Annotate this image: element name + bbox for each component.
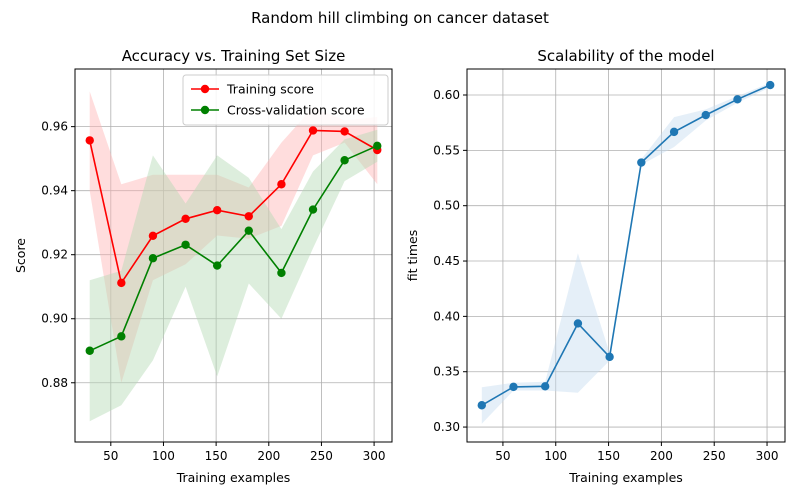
scalability-axes-frame — [466, 68, 786, 443]
scalability-y-tick-label: 0.30 — [433, 420, 460, 434]
accuracy-point — [85, 346, 94, 355]
accuracy-y-tick-label: 0.96 — [41, 120, 68, 134]
accuracy-y-tick-label: 0.88 — [41, 376, 68, 390]
scalability-point — [637, 158, 646, 167]
accuracy-series-line-0 — [88, 129, 378, 285]
accuracy-point — [212, 261, 222, 270]
accuracy-point — [181, 240, 190, 249]
scalability-series-line-0 — [481, 84, 771, 406]
accuracy-series-line-1 — [89, 145, 378, 352]
accuracy-point — [340, 127, 349, 136]
scalability-x-tick-label: 200 — [650, 449, 673, 463]
scalability-y-tick-label: 0.55 — [433, 143, 460, 157]
accuracy-point — [373, 141, 382, 151]
accuracy-x-axis-label: Training examples — [176, 470, 291, 485]
accuracy-point — [181, 214, 190, 224]
scalability-y-tick-label: 0.45 — [433, 254, 460, 268]
accuracy-point — [148, 231, 158, 241]
scalability-point — [669, 127, 679, 137]
accuracy-point — [277, 268, 286, 278]
accuracy-point — [85, 136, 94, 145]
accuracy-y-tick-label: 0.92 — [41, 248, 68, 262]
accuracy-point — [277, 180, 286, 189]
accuracy-y-tick-label: 0.94 — [41, 184, 68, 198]
accuracy-band-1 — [89, 129, 378, 422]
accuracy-legend-swatch-marker — [200, 84, 210, 94]
scalability-x-axis-label: Training examples — [568, 470, 683, 485]
scalability-point — [509, 382, 518, 392]
scalability-x-tick-label: 150 — [597, 449, 620, 463]
accuracy-legend-label: Training score — [226, 82, 314, 97]
scalability-x-tick-label: 300 — [756, 449, 779, 463]
scalability-title: Scalability of the model — [537, 47, 714, 65]
accuracy-point — [308, 126, 318, 135]
accuracy-legend-label: Cross-validation score — [227, 103, 365, 118]
accuracy-point — [117, 332, 126, 341]
scalability-x-tick-label: 50 — [495, 449, 510, 463]
accuracy-x-tick-label: 50 — [103, 449, 118, 463]
scalability-y-tick-label: 0.60 — [433, 88, 460, 102]
scalability-point — [477, 401, 486, 410]
accuracy-point — [212, 205, 222, 215]
figure-title: Random hill climbing on cancer dataset — [251, 9, 549, 27]
accuracy-point — [117, 278, 126, 288]
accuracy-chart: Accuracy vs. Training Set Size 50 100 150 20… — [13, 47, 393, 485]
scalability-point — [766, 80, 775, 90]
accuracy-point — [308, 205, 318, 214]
scalability-y-tick-label: 0.35 — [433, 365, 460, 379]
accuracy-point — [340, 156, 349, 165]
scalability-y-tick-label: 0.50 — [433, 199, 460, 213]
accuracy-axes-frame — [74, 68, 393, 443]
accuracy-x-tick-label: 100 — [152, 449, 175, 463]
scalability-chart: Scalability of the model 50 100 150 200 250 30… — [405, 47, 786, 485]
scalability-point — [733, 95, 742, 104]
scalability-point — [573, 319, 583, 328]
accuracy-title: Accuracy vs. Training Set Size — [122, 47, 346, 65]
accuracy-point — [244, 226, 253, 235]
scalability-y-tick-label: 0.40 — [433, 309, 460, 323]
scalability-point — [540, 382, 550, 391]
accuracy-y-tick-label: 0.90 — [41, 312, 68, 326]
scalability-point — [701, 110, 710, 120]
accuracy-x-tick-label: 250 — [310, 449, 333, 463]
accuracy-point — [244, 212, 253, 221]
accuracy-x-tick-label: 200 — [257, 449, 280, 463]
scalability-y-axis-label: fit times — [405, 230, 420, 282]
accuracy-point — [148, 254, 158, 263]
accuracy-x-tick-label: 150 — [205, 449, 228, 463]
scalability-point — [605, 352, 614, 362]
accuracy-legend-box — [182, 74, 389, 126]
accuracy-legend-swatch-marker — [200, 105, 210, 115]
scalability-x-tick-label: 100 — [544, 449, 567, 463]
accuracy-band-0 — [89, 91, 378, 383]
scalability-x-tick-label: 250 — [703, 449, 726, 463]
accuracy-y-axis-label: Score — [13, 238, 28, 273]
accuracy-x-tick-label: 300 — [363, 449, 386, 463]
